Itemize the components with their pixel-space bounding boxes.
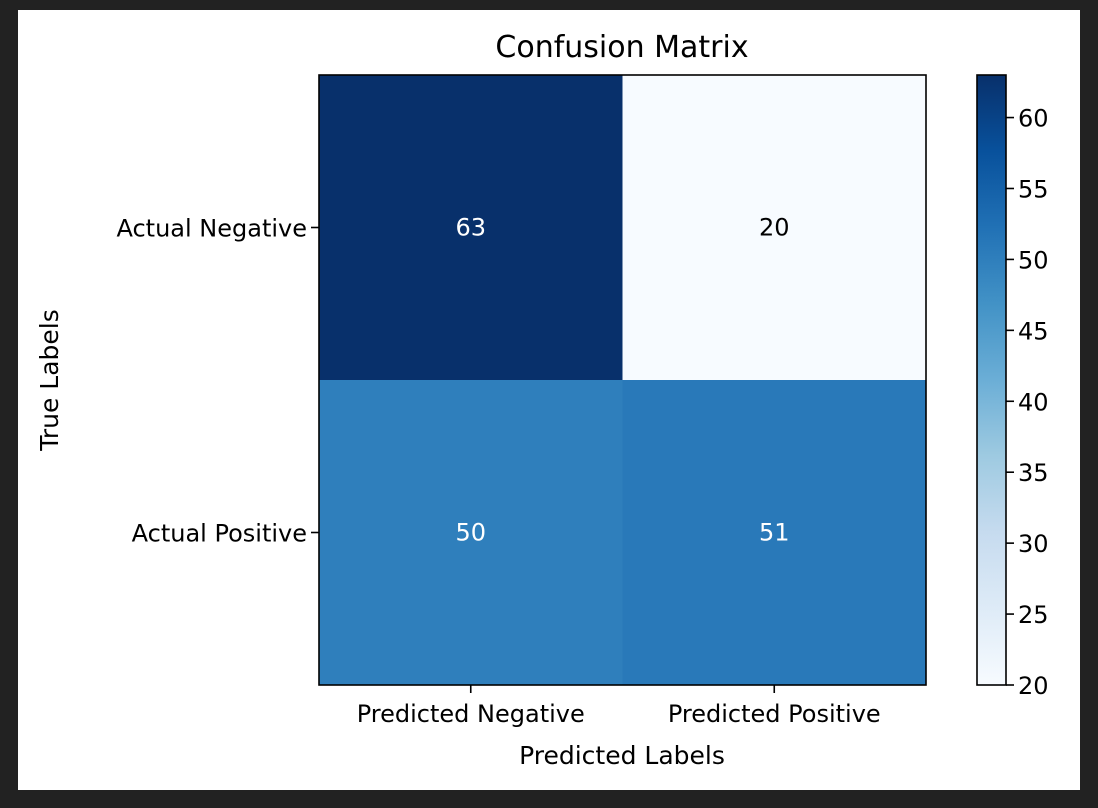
heatmap-cell: [622, 75, 927, 381]
heatmap-cell-value: 20: [759, 214, 790, 242]
confusion-matrix-chart: Confusion Matrix 63 20 50 51 Predicted Nega…: [35, 30, 1049, 770]
figure: Confusion Matrix 63 20 50 51 Predicted Nega…: [18, 10, 1080, 790]
heatmap-cell-value: 50: [455, 519, 486, 547]
y-tick-label: Actual Negative: [116, 215, 307, 243]
heatmap-cell: [319, 75, 623, 381]
colorbar-tick-label: 25: [1018, 601, 1049, 629]
x-axis-label: Predicted Labels: [519, 741, 725, 770]
x-tick-label: Predicted Negative: [357, 700, 585, 728]
y-tick-label: Actual Positive: [132, 520, 307, 548]
axes-frame: [318, 74, 927, 686]
colorbar-tick-label: 55: [1018, 175, 1049, 203]
colorbar-tick-label: 35: [1018, 459, 1049, 487]
heatmap-cell-labels: 63 20 50 51: [455, 214, 789, 547]
heatmap-cell: [622, 380, 927, 686]
colorbar-tick-label: 30: [1018, 530, 1049, 558]
heatmap-cell-value: 63: [455, 214, 486, 242]
y-axis-ticks: Actual Negative Actual Positive: [116, 215, 319, 548]
colorbar-tick-label: 50: [1018, 246, 1049, 274]
y-axis-label: True Labels: [35, 309, 64, 452]
colorbar: [976, 74, 1007, 686]
heatmap-cells: [319, 75, 927, 686]
chart-title: Confusion Matrix: [495, 30, 748, 65]
heatmap-cell: [319, 380, 623, 686]
colorbar-ticks: 20 25 30 35 40 45 50 55 60: [1006, 105, 1049, 700]
colorbar-tick-label: 45: [1018, 317, 1049, 345]
heatmap-cell-value: 51: [759, 519, 790, 547]
x-axis-ticks: Predicted Negative Predicted Positive: [357, 685, 881, 728]
colorbar-tick-label: 60: [1018, 105, 1049, 133]
colorbar-tick-label: 20: [1018, 672, 1049, 700]
x-tick-label: Predicted Positive: [668, 700, 881, 728]
colorbar-tick-label: 40: [1018, 388, 1049, 416]
